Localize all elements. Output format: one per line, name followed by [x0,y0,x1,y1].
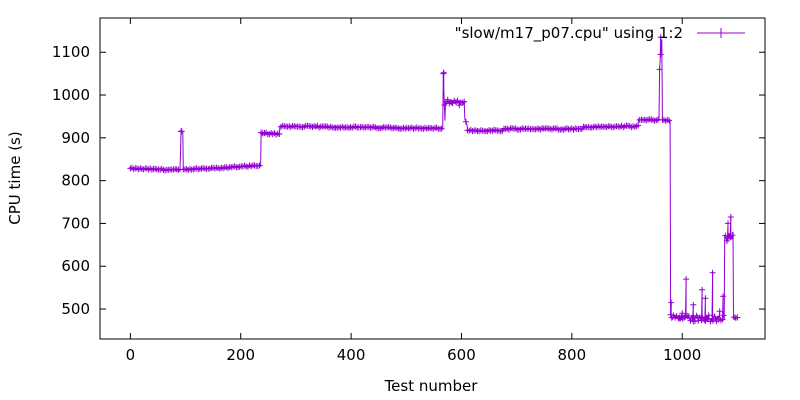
legend-marker-sample [716,28,726,38]
data-point-marker [720,293,727,300]
y-tick-label: 800 [61,172,90,190]
data-point-marker [276,131,283,137]
data-point-marker [666,117,672,124]
y-tick-label: 500 [61,300,90,318]
x-tick-label: 1000 [663,346,701,364]
data-point-marker [701,316,708,323]
legend: "slow/m17_p07.cpu" using 1:2 [455,24,745,43]
data-point-marker [178,128,185,135]
data-point-marker [716,308,723,315]
data-point-marker [679,310,686,317]
data-point-marker [726,233,733,240]
data-point-marker [438,125,445,132]
x-tick-label: 200 [226,346,255,364]
y-tick-label: 700 [61,214,90,232]
data-point-marker [668,299,675,306]
series-line-0 [130,37,738,323]
data-point-marker [722,232,729,239]
data-point-marker [727,214,734,220]
x-tick-label: 600 [447,346,476,364]
data-point-marker [440,69,447,76]
x-tick-label: 800 [558,346,587,364]
data-point-marker [693,312,700,319]
series-layer [127,34,741,325]
data-point-marker [461,98,468,105]
data-point-marker [690,301,697,308]
data-point-marker [720,312,727,319]
x-tick-label: 0 [126,346,136,364]
data-point-marker [729,232,736,239]
data-point-marker [734,314,741,321]
data-point-marker [683,276,690,283]
data-point-marker [685,313,692,319]
plot-frame [99,17,766,340]
y-tick-label: 1000 [52,86,90,104]
data-point-marker [657,34,664,41]
series-markers [127,34,741,325]
y-tick-label: 1100 [52,43,90,61]
data-point-marker [702,295,709,302]
y-tick-label: 600 [61,257,90,275]
data-point-marker [719,316,726,323]
data-point-marker [256,162,263,169]
x-axis-title: Test number [384,377,479,395]
y-axis-title: CPU time (s) [6,131,24,224]
data-point-marker [705,312,712,319]
data-point-marker [441,102,448,108]
y-tick-label: 900 [61,129,90,147]
data-point-marker [709,269,716,276]
data-point-marker [725,220,731,227]
data-point-marker [444,96,451,103]
legend-series-label: "slow/m17_p07.cpu" using 1:2 [455,24,683,43]
y-axis-ticks: 500 600 700 800 900 1000 1100 [52,43,765,318]
data-point-marker [462,118,469,125]
data-point-marker [711,313,718,320]
data-point-marker [689,314,696,321]
x-tick-label: 400 [337,346,366,364]
data-point-marker [699,286,706,293]
data-point-marker [635,122,642,129]
data-point-marker [656,66,663,73]
data-point-marker [657,51,664,58]
x-axis-ticks: 0 200 400 600 800 1000 [126,18,701,364]
data-point-marker [454,97,461,104]
